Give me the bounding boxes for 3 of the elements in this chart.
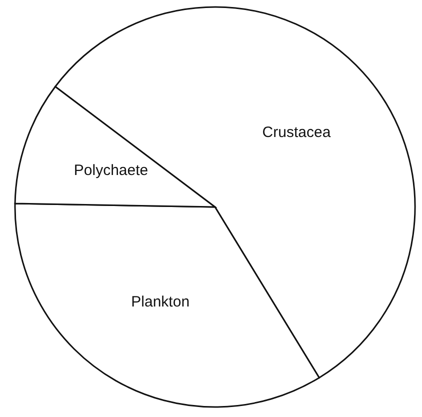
slice-label: Polychaete <box>74 162 148 180</box>
slice-label: Plankton <box>131 293 190 310</box>
slice-label: Crustacea <box>262 124 332 142</box>
